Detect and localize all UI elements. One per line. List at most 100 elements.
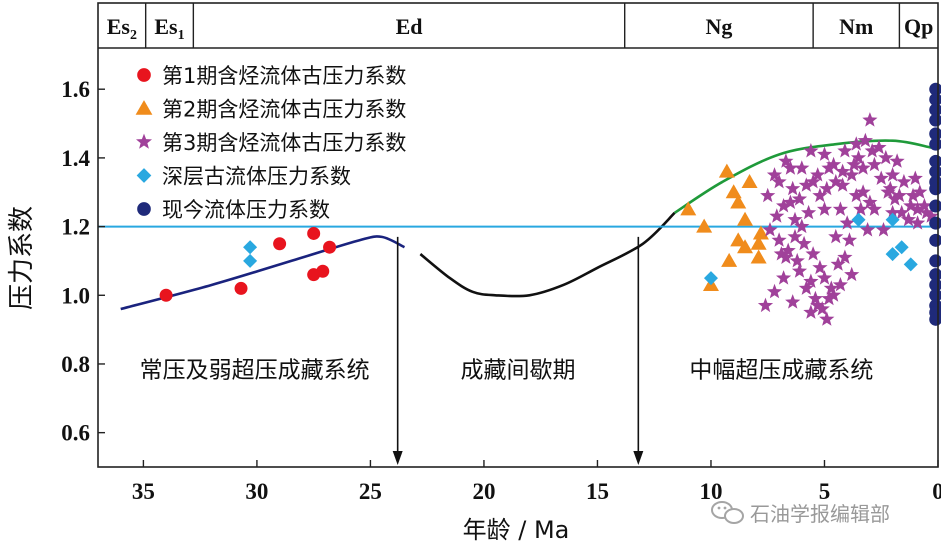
x-tick-label: 15 [586,479,609,504]
stage2-point [730,232,747,247]
stage3-point [760,187,776,203]
stage2-point [737,239,754,254]
stage3-point [882,180,898,196]
legend-marker [137,202,151,216]
present-point [929,254,941,268]
legend-marker [137,68,151,82]
stage3-point [839,215,855,230]
stage2-point [696,218,713,233]
x-tick-label: 20 [472,479,495,504]
trend-curve [419,211,676,298]
stage2-point [730,194,747,209]
x-tick-label: 25 [359,479,382,504]
stage3-point [860,222,876,237]
stage3-point [773,246,789,261]
legend-marker [136,168,152,183]
stage1-point [159,288,173,302]
axes-layer: 35 30 25 20 15 10 5 0 0.6 0.8 1.0 1.2 1.4 1.6 [61,2,941,504]
arrows-layer [392,236,644,465]
stage3-point [810,167,826,182]
stage3-point [848,187,864,203]
stage3-point [814,301,830,316]
stage3-point [791,191,808,206]
stage3-point [832,277,848,292]
curves-layer [120,139,932,311]
x-tick-label: 5 [819,479,831,504]
stage3-point [855,184,871,199]
watermark: 石油学报编辑部 [711,501,890,526]
stage3-point [812,259,828,275]
stage3-point [835,163,851,179]
stage2-point [750,249,767,264]
stage3-point [757,297,774,313]
stage3-point [816,270,833,285]
stage3-point [885,204,901,220]
stage3-point [853,201,869,216]
stage3-point [855,160,871,175]
y-tick-label: 1.0 [61,283,90,308]
stage3-point [803,273,819,288]
trend-curve [120,235,406,311]
legend-marker [135,100,153,115]
stage2-point [680,201,697,216]
wechat-icon [711,501,744,524]
stage3-point [766,167,783,182]
y-tick-label: 1.4 [61,146,90,171]
stage3-point [823,280,839,295]
deep-paleo-point [885,247,900,262]
stage3-point [826,287,842,302]
stage2-point [737,211,754,226]
stage3-point [785,180,801,196]
stage3-point [896,173,912,189]
present-point [929,137,941,151]
stage2-point [718,163,735,178]
stage3-point [862,112,878,127]
stage1-point [323,240,337,254]
stage3-point [828,228,844,244]
stage3-point [801,204,817,220]
stage3-point [812,187,828,203]
y-tick-label: 1.6 [61,77,90,102]
stage3-point [864,143,880,158]
stage2-point [725,184,742,199]
phase-label: 中幅超压成藏系统 [689,358,873,384]
stage3-point [832,201,848,216]
stage3-point [862,194,878,209]
stage3-point [776,198,792,213]
stage3-point [778,249,794,264]
plot-frame [97,2,939,468]
stage3-point [844,167,860,182]
stage3-point [891,187,907,203]
stage3-point [841,232,858,247]
stage3-point [857,132,873,148]
stage1-point [234,281,248,295]
strata-label: Es1 [154,14,184,43]
legend: 第1期含烃流体古压力系数第2期含烃流体古压力系数第3期含烃流体古压力系数深层古流… [135,64,406,222]
phase-label: 常压及弱超压成藏系统 [140,358,370,384]
stage3-point [787,211,803,227]
stage3-point [878,149,894,165]
legend-label: 现今流体压力系数 [162,198,330,222]
legend-label: 第3期含烃流体古压力系数 [162,131,406,155]
stage3-point [846,156,862,172]
stage3-point [887,191,903,206]
stage1-point [273,237,287,251]
stage3-point [875,222,892,237]
stage3-point [910,215,926,230]
legend-label: 第1期含烃流体古压力系数 [162,64,406,88]
stage3-point [923,208,939,223]
stage3-point [803,304,819,319]
stage3-point [791,263,808,278]
stage3-point [821,160,837,175]
stage3-point [919,204,935,220]
stage3-point [828,173,844,189]
stage3-point [766,283,783,299]
stage3-point [826,156,842,172]
y-tick-label: 1.2 [61,215,90,240]
stage1-point [316,264,330,278]
stage3-point [816,201,833,216]
present-point [929,233,941,247]
stage3-point [819,311,835,326]
stage3-point [837,249,853,264]
